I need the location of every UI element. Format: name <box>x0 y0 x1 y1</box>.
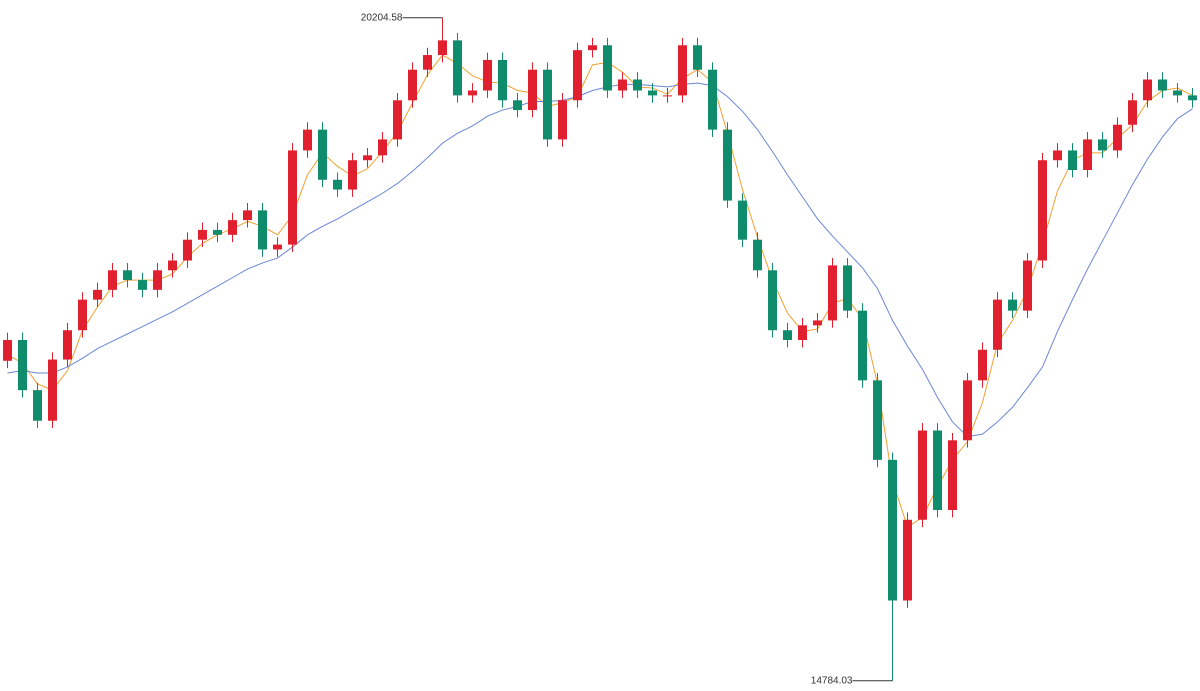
candle-body <box>978 349 987 381</box>
candle-body <box>558 100 567 140</box>
candle-body <box>648 90 657 96</box>
candle-body <box>633 79 642 91</box>
candle-body <box>888 459 897 601</box>
candle-body <box>573 50 582 101</box>
candle-body <box>678 45 687 96</box>
candle-body <box>138 280 147 290</box>
moving-average-line <box>7 82 1193 438</box>
candle-body <box>723 129 732 201</box>
candle-body <box>1083 139 1092 170</box>
candle-body <box>918 430 927 520</box>
min-label: 14784.03 <box>811 675 853 686</box>
candle-body <box>663 95 672 97</box>
candle-body <box>243 210 252 221</box>
candle-body <box>408 69 417 101</box>
candle-body <box>873 380 882 460</box>
candle-body <box>828 265 837 321</box>
candle-body <box>333 179 342 190</box>
candle-body <box>933 430 942 510</box>
candle-body <box>63 330 72 360</box>
candle-body <box>468 90 477 96</box>
candle-body <box>228 220 237 235</box>
candle-body <box>258 210 267 250</box>
candle-body <box>843 265 852 311</box>
candle-body <box>513 100 522 111</box>
candle-body <box>693 45 702 70</box>
candle-body <box>318 129 327 180</box>
candle-body <box>528 69 537 111</box>
candle-body <box>993 299 1002 350</box>
candle-body <box>1128 100 1137 125</box>
candle-body <box>108 270 117 290</box>
candle-body <box>123 270 132 281</box>
candle-body <box>738 200 747 240</box>
candle-body <box>498 59 507 101</box>
candle-body <box>18 339 27 391</box>
candle-body <box>543 69 552 140</box>
candle-body <box>33 390 42 421</box>
candle-body <box>603 45 612 91</box>
candle-body <box>783 330 792 340</box>
candle-body <box>1023 260 1032 311</box>
candle-body <box>423 55 432 70</box>
candle-body <box>963 380 972 441</box>
candle-body <box>858 310 867 381</box>
candle-body <box>708 69 717 130</box>
candle-body <box>768 270 777 331</box>
moving-average-line <box>7 54 1193 528</box>
candle-body <box>168 260 177 271</box>
candle-body <box>1098 139 1107 151</box>
candle-body <box>798 325 807 340</box>
candle-body <box>1068 150 1077 170</box>
candle-body <box>78 299 87 331</box>
max-label: 20204.58 <box>361 12 403 23</box>
candle-body <box>213 229 222 235</box>
candle-body <box>618 79 627 91</box>
candle-body <box>1008 299 1017 311</box>
candle-body <box>483 59 492 91</box>
candle-body <box>1113 124 1122 151</box>
candle-body <box>588 45 597 51</box>
candle-body <box>453 40 462 96</box>
candle-body <box>1143 79 1152 101</box>
candle-body <box>438 40 447 56</box>
candle-body <box>378 139 387 156</box>
candle-body <box>813 320 822 326</box>
candle-body <box>1158 79 1167 91</box>
candle-body <box>153 270 162 290</box>
candle-body <box>948 440 957 510</box>
candle-body <box>273 244 282 250</box>
candle-body <box>363 155 372 161</box>
candle-body <box>348 160 357 190</box>
candle-body <box>3 339 12 361</box>
candle-body <box>48 359 57 421</box>
candle-body <box>93 289 102 300</box>
candle-body <box>393 100 402 140</box>
candle-body <box>1173 90 1182 96</box>
candle-body <box>903 519 912 601</box>
candle-body <box>288 150 297 245</box>
candle-body <box>753 239 762 271</box>
candle-body <box>1053 150 1062 161</box>
candle-body <box>1038 160 1047 261</box>
candle-body <box>1188 95 1197 101</box>
candle-body <box>198 229 207 240</box>
candle-body <box>183 239 192 261</box>
candle-body <box>303 129 312 151</box>
